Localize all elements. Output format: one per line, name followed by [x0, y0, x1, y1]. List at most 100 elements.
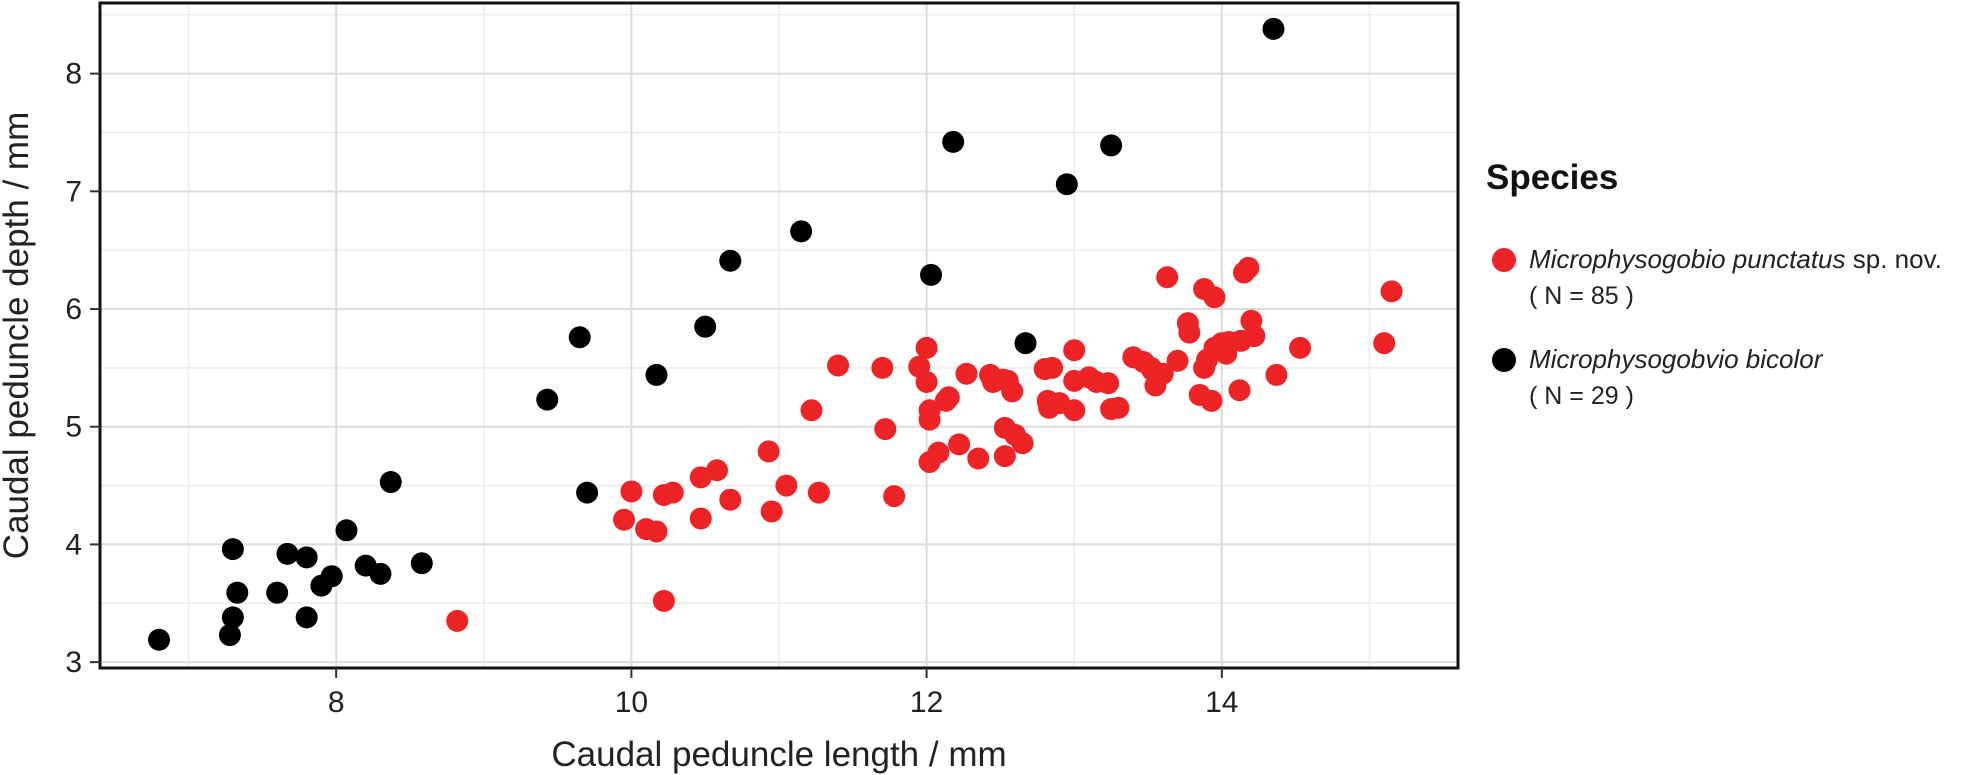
- point-punctatus: [1228, 379, 1251, 402]
- point-punctatus: [948, 433, 971, 456]
- point-bicolor: [295, 606, 318, 629]
- y-tick-label: 7: [65, 175, 82, 208]
- point-bicolor: [226, 581, 249, 604]
- point-punctatus: [645, 520, 668, 543]
- point-punctatus: [915, 336, 938, 359]
- point-punctatus: [918, 408, 941, 431]
- point-punctatus: [1107, 396, 1130, 419]
- x-tick-label: 14: [1205, 686, 1238, 719]
- minor-gridlines: [100, 3, 1458, 668]
- legend-species-punctatus: Microphysogobio punctatus: [1529, 244, 1846, 274]
- point-bicolor: [379, 471, 402, 494]
- x-tick-label: 12: [910, 686, 943, 719]
- point-bicolor: [568, 326, 591, 349]
- point-bicolor: [148, 628, 171, 651]
- point-punctatus: [1141, 359, 1164, 382]
- point-punctatus: [775, 474, 798, 497]
- point-punctatus: [1063, 339, 1086, 362]
- legend-species-bicolor: Microphysogobvio bicolor: [1529, 344, 1823, 374]
- point-bicolor: [942, 130, 965, 153]
- point-punctatus: [967, 447, 990, 470]
- point-punctatus: [874, 418, 897, 441]
- legend-title: Species: [1486, 158, 1619, 197]
- point-punctatus: [1156, 266, 1179, 289]
- point-punctatus: [915, 370, 938, 393]
- point-punctatus: [661, 481, 684, 504]
- axis-ticks: [90, 72, 1223, 678]
- point-punctatus: [1265, 363, 1288, 386]
- point-punctatus: [757, 440, 780, 463]
- point-bicolor: [221, 606, 244, 629]
- point-punctatus: [1237, 256, 1260, 279]
- point-punctatus: [800, 399, 823, 422]
- point-punctatus: [1097, 372, 1120, 395]
- point-punctatus: [1380, 280, 1403, 303]
- point-bicolor: [694, 315, 717, 338]
- point-bicolor: [410, 552, 433, 575]
- legend-marker-bicolor: [1492, 348, 1516, 372]
- point-punctatus: [1178, 321, 1201, 344]
- point-bicolor: [266, 581, 289, 604]
- point-bicolor: [645, 363, 668, 386]
- data-points: [148, 17, 1403, 651]
- point-punctatus: [937, 386, 960, 409]
- x-tick-label: 8: [328, 686, 345, 719]
- point-punctatus: [1289, 336, 1312, 359]
- point-punctatus: [1166, 349, 1189, 372]
- point-bicolor: [1014, 332, 1037, 355]
- y-tick-label: 3: [65, 646, 82, 679]
- point-bicolor: [276, 542, 299, 565]
- point-punctatus: [927, 441, 950, 464]
- legend-suffix-punctatus: sp. nov.: [1845, 244, 1942, 274]
- point-bicolor: [1262, 17, 1285, 40]
- major-gridlines: [100, 3, 1458, 668]
- point-bicolor: [320, 565, 343, 588]
- legend: Species Microphysogobio punctatus sp. no…: [1486, 158, 1966, 440]
- tick-labels: 8 10 12 14 3 4 5 6 7 8: [65, 58, 1238, 719]
- y-axis-title: Caudal peduncle depth / mm: [0, 112, 36, 560]
- point-bicolor: [295, 546, 318, 569]
- legend-count-bicolor: ( N = 29 ): [1529, 382, 1634, 410]
- point-punctatus: [1200, 389, 1223, 412]
- point-bicolor: [920, 263, 943, 286]
- y-tick-label: 4: [65, 528, 82, 561]
- point-punctatus: [1243, 325, 1266, 348]
- point-punctatus: [993, 445, 1016, 468]
- point-punctatus: [1041, 356, 1064, 379]
- legend-label-punctatus: Microphysogobio punctatus sp. nov.: [1529, 240, 1966, 278]
- point-bicolor: [1055, 173, 1078, 196]
- point-bicolor: [536, 388, 559, 411]
- x-axis-title: Caudal peduncle length / mm: [551, 735, 1006, 774]
- point-bicolor: [218, 624, 241, 647]
- point-punctatus: [446, 609, 469, 632]
- y-tick-label: 6: [65, 293, 82, 326]
- point-punctatus: [1203, 286, 1226, 309]
- y-tick-label: 8: [65, 58, 82, 91]
- plot-frame: [98, 1, 1460, 670]
- point-bicolor: [790, 220, 813, 243]
- point-bicolor: [576, 481, 599, 504]
- point-punctatus: [1048, 392, 1071, 415]
- legend-entry-bicolor: Microphysogobvio bicolor ( N = 29 ): [1486, 340, 1966, 414]
- point-punctatus: [689, 507, 712, 530]
- point-bicolor: [369, 562, 392, 585]
- legend-label-bicolor: Microphysogobvio bicolor: [1529, 340, 1966, 378]
- point-punctatus: [827, 354, 850, 377]
- point-punctatus: [1011, 432, 1034, 455]
- point-punctatus: [620, 480, 643, 503]
- y-tick-label: 5: [65, 411, 82, 444]
- point-punctatus: [871, 356, 894, 379]
- point-punctatus: [955, 362, 978, 385]
- point-bicolor: [719, 249, 742, 272]
- legend-count-punctatus: ( N = 85 ): [1529, 282, 1634, 310]
- point-punctatus: [883, 485, 906, 508]
- point-punctatus: [807, 481, 830, 504]
- legend-marker-punctatus: [1492, 248, 1516, 272]
- point-punctatus: [706, 459, 729, 482]
- point-punctatus: [652, 589, 675, 612]
- point-bicolor: [221, 538, 244, 561]
- point-bicolor: [1100, 134, 1123, 157]
- point-punctatus: [719, 488, 742, 511]
- point-bicolor: [335, 519, 358, 542]
